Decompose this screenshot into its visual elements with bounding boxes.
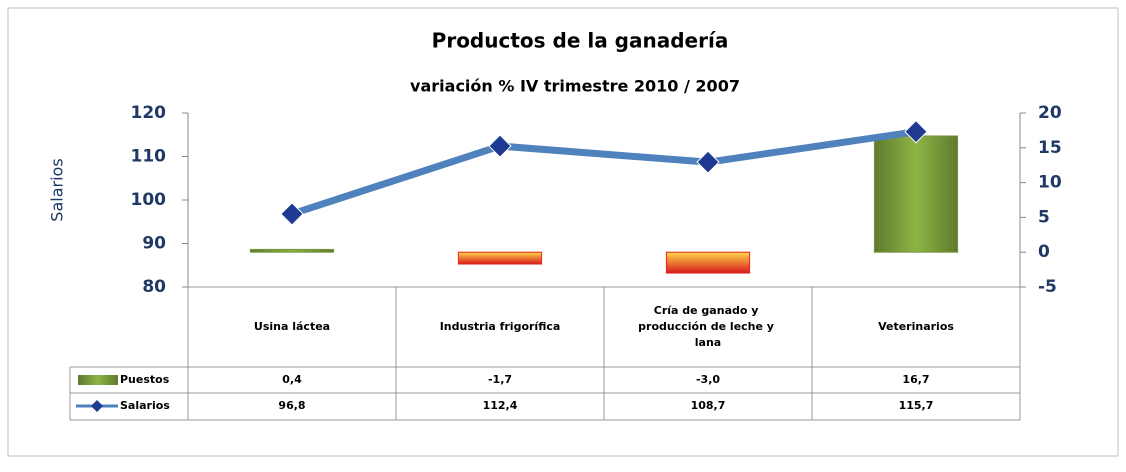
- marker: [696, 150, 720, 174]
- table-value: 16,7: [902, 373, 929, 386]
- chart-title: Productos de la ganadería: [432, 29, 729, 53]
- y2-tick-label: 0: [1038, 242, 1050, 262]
- y2-tick-label: 15: [1038, 138, 1062, 158]
- category-label: Usina láctea: [254, 320, 330, 333]
- table-value: 0,4: [282, 373, 302, 386]
- legend-key: [91, 400, 103, 412]
- y2-tick-label: 5: [1038, 207, 1050, 227]
- bar: [457, 251, 543, 265]
- legend-label: Puestos: [120, 373, 170, 386]
- bar: [873, 135, 959, 253]
- legend-label: Salarios: [120, 399, 170, 412]
- bar: [665, 251, 751, 274]
- y-axis-title: Salarios: [48, 158, 67, 221]
- y2-tick-label: -5: [1038, 277, 1057, 297]
- table-value: 115,7: [899, 399, 934, 412]
- line: [290, 128, 917, 218]
- legend-key: [78, 375, 118, 385]
- category-label: Cría de ganado y producción de leche y l…: [638, 304, 778, 349]
- y-tick-label: 90: [142, 234, 166, 254]
- table-value: -1,7: [488, 373, 512, 386]
- category-label: Veterinarios: [878, 320, 954, 333]
- y-tick-label: 80: [142, 277, 166, 297]
- chart-subtitle: variación % IV trimestre 2010 / 2007: [410, 77, 740, 96]
- y-tick-label: 120: [131, 103, 167, 123]
- table-value: 112,4: [483, 399, 518, 412]
- table-value: 108,7: [691, 399, 726, 412]
- y2-tick-label: 10: [1038, 173, 1062, 193]
- bar: [249, 248, 335, 253]
- table-value: -3,0: [696, 373, 720, 386]
- y-tick-label: 110: [131, 147, 167, 167]
- y2-tick-label: 20: [1038, 103, 1062, 123]
- table-value: 96,8: [278, 399, 305, 412]
- marker: [904, 119, 928, 144]
- category-label: Industria frigorífica: [440, 320, 561, 333]
- y-tick-label: 100: [131, 190, 167, 210]
- marker: [280, 202, 304, 226]
- marker: [488, 134, 512, 158]
